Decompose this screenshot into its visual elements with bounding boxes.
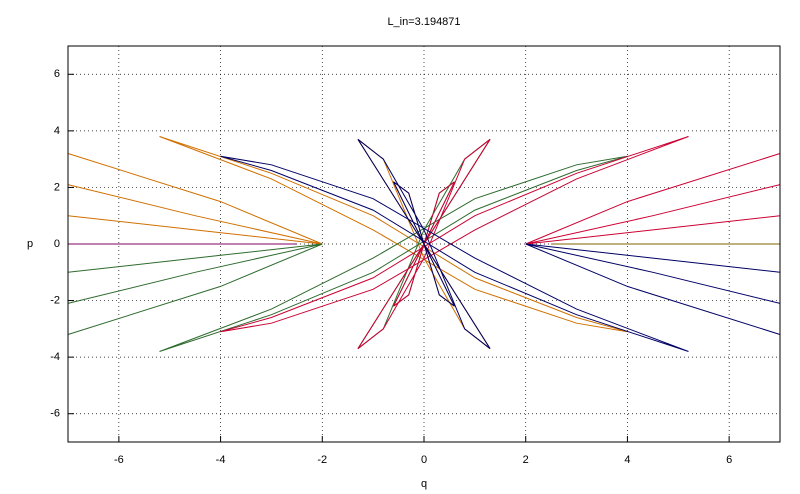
x-tick-label: 4	[624, 454, 630, 466]
y-tick-label: 2	[54, 181, 60, 193]
x-tick-label: -6	[114, 454, 124, 466]
curve	[220, 136, 781, 350]
curve	[220, 138, 781, 352]
x-tick-label: 0	[421, 454, 427, 466]
y-tick-label: -6	[50, 408, 60, 420]
y-axis-label: p	[27, 238, 33, 250]
y-tick-label: 6	[54, 68, 60, 80]
y-tick-label: 4	[54, 125, 60, 137]
x-tick-label: 6	[726, 454, 732, 466]
chart-title: L_in=3.194871	[387, 16, 460, 28]
y-tick-label: -4	[50, 351, 60, 363]
y-tick-label: 0	[54, 238, 60, 250]
x-tick-label: -4	[216, 454, 226, 466]
y-tick-label: -2	[50, 294, 60, 306]
plot-border	[67, 45, 781, 443]
x-tick-label: -2	[317, 454, 327, 466]
x-axis-label: q	[421, 478, 427, 490]
x-tick-label: 2	[523, 454, 529, 466]
